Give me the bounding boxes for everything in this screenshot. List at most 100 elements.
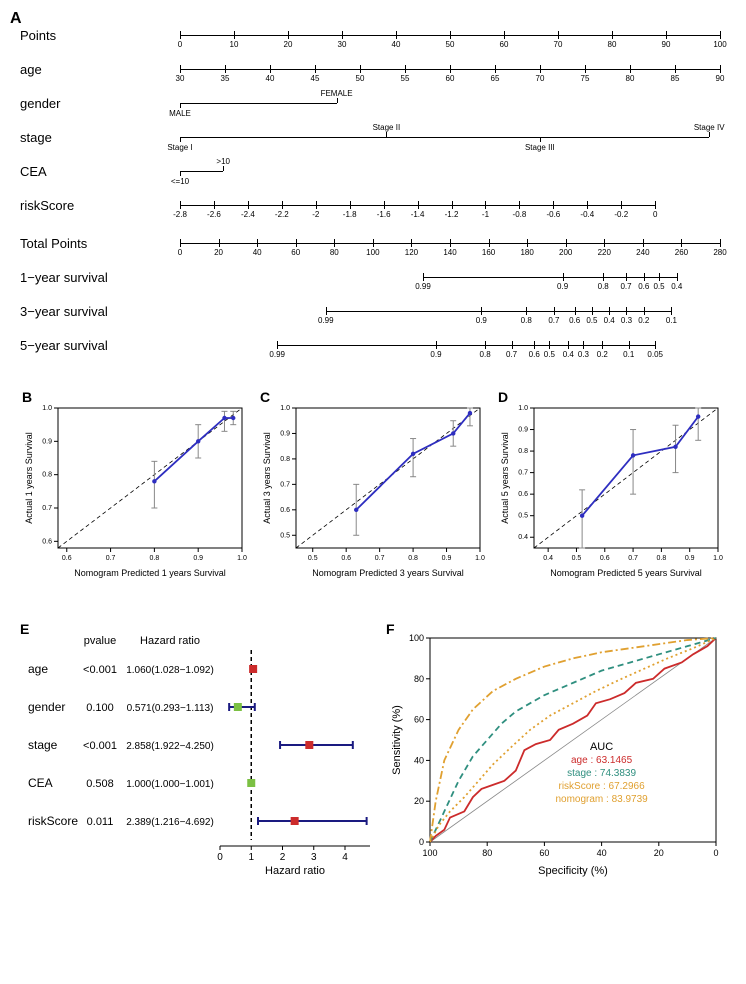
- svg-text:0.6: 0.6: [518, 491, 528, 498]
- svg-text:60: 60: [539, 848, 549, 858]
- svg-text:0.7: 0.7: [106, 555, 116, 562]
- svg-text:0.5: 0.5: [572, 555, 582, 562]
- svg-text:stage : 74.3839: stage : 74.3839: [567, 768, 636, 779]
- nomogram-row-label: Points: [20, 28, 180, 43]
- panel-b-calibration: B0.60.60.70.70.80.80.90.91.01.0Nomogram …: [20, 390, 250, 580]
- svg-text:Actual 3 years Survival: Actual 3 years Survival: [262, 432, 272, 524]
- svg-text:4: 4: [342, 852, 348, 863]
- svg-text:20: 20: [414, 796, 424, 806]
- svg-text:1: 1: [248, 852, 254, 863]
- svg-text:0.4: 0.4: [543, 555, 553, 562]
- svg-text:80: 80: [482, 848, 492, 858]
- nomogram-axis: 0.990.90.80.70.60.50.40.30.20.1: [180, 296, 726, 326]
- svg-text:0.8: 0.8: [518, 448, 528, 455]
- svg-text:1.0: 1.0: [713, 555, 723, 562]
- svg-text:1.0: 1.0: [475, 555, 485, 562]
- panel-e-forest: EpvalueHazard ratioage<0.0011.060(1.028−…: [20, 620, 380, 880]
- svg-text:1.0: 1.0: [237, 555, 247, 562]
- svg-text:0.7: 0.7: [628, 555, 638, 562]
- svg-text:20: 20: [654, 848, 664, 858]
- panel-c-calibration: C0.50.50.60.60.70.70.80.80.90.91.01.0Nom…: [258, 390, 488, 580]
- panel-a-nomogram: A Points0102030405060708090100age3035404…: [10, 10, 736, 370]
- svg-text:gender: gender: [28, 700, 65, 714]
- nomogram-row-label: Total Points: [20, 236, 180, 251]
- svg-text:2.858(1.922−4.250): 2.858(1.922−4.250): [126, 741, 214, 752]
- nomogram-row-label: riskScore: [20, 198, 180, 213]
- svg-text:0.6: 0.6: [62, 555, 72, 562]
- nomogram-axis: <=10>10: [180, 156, 726, 186]
- svg-text:0.7: 0.7: [375, 555, 385, 562]
- panel-d-calibration: D 0.4 0.4 0.5 0.5 0.6 0.6 0.7 0.7 0.8 0.8 0.9 0.9 1.0…: [496, 390, 726, 580]
- svg-text:F: F: [386, 621, 395, 637]
- svg-text:0.7: 0.7: [42, 505, 52, 512]
- svg-text:0.100: 0.100: [86, 702, 114, 714]
- svg-text:Hazard ratio: Hazard ratio: [265, 865, 325, 877]
- svg-text:0: 0: [217, 852, 223, 863]
- svg-text:0.6: 0.6: [600, 555, 610, 562]
- svg-text:0.8: 0.8: [657, 555, 667, 562]
- svg-text:0.4: 0.4: [518, 534, 528, 541]
- nomogram-row: 1−year survival0.990.90.80.70.60.50.4: [20, 262, 726, 292]
- svg-text:0.9: 0.9: [685, 555, 695, 562]
- nomogram-axis: -2.8-2.6-2.4-2.2-2-1.8-1.6-1.4-1.2-1-0.8…: [180, 190, 726, 220]
- svg-text:40: 40: [414, 755, 424, 765]
- svg-text:0.9: 0.9: [42, 438, 52, 445]
- nomogram-row-label: 5−year survival: [20, 338, 180, 353]
- svg-text:stage: stage: [28, 738, 58, 752]
- svg-text:C: C: [260, 390, 270, 405]
- svg-text:0.7: 0.7: [518, 470, 528, 477]
- svg-text:2.389(1.216−4.692): 2.389(1.216−4.692): [126, 817, 214, 828]
- nomogram-row-label: gender: [20, 96, 180, 111]
- svg-text:0.571(0.293−1.113): 0.571(0.293−1.113): [127, 703, 214, 714]
- nomogram-row-label: age: [20, 62, 180, 77]
- svg-text:1.0: 1.0: [42, 405, 52, 412]
- svg-text:Specificity (%): Specificity (%): [538, 865, 608, 877]
- nomogram-axis: Stage IStage IIStage IIIStage IV: [180, 122, 726, 152]
- svg-text:Nomogram Predicted 5 years Sur: Nomogram Predicted 5 years Survival: [550, 568, 702, 578]
- nomogram-row-label: 1−year survival: [20, 270, 180, 285]
- nomogram-row-label: stage: [20, 130, 180, 145]
- svg-text:0.8: 0.8: [150, 555, 160, 562]
- svg-text:2: 2: [280, 852, 286, 863]
- svg-text:0.9: 0.9: [280, 430, 290, 437]
- svg-text:E: E: [20, 621, 29, 637]
- svg-text:0.8: 0.8: [42, 472, 52, 479]
- nomogram-row: genderMALEFEMALE: [20, 88, 726, 118]
- svg-text:40: 40: [597, 848, 607, 858]
- nomogram-axis: 020406080100120140160180200220240260280: [180, 228, 726, 258]
- svg-text:AUC: AUC: [590, 741, 613, 753]
- svg-text:riskScore: riskScore: [28, 814, 78, 828]
- svg-text:<0.001: <0.001: [83, 740, 117, 752]
- nomogram-row: stageStage IStage IIStage IIIStage IV: [20, 122, 726, 152]
- svg-text:0.011: 0.011: [87, 816, 114, 828]
- svg-text:0.9: 0.9: [518, 427, 528, 434]
- nomogram-row: Points0102030405060708090100: [20, 20, 726, 50]
- nomogram-row: CEA<=10>10: [20, 156, 726, 186]
- svg-text:1.060(1.028−1.092): 1.060(1.028−1.092): [126, 665, 214, 676]
- svg-text:CEA: CEA: [28, 776, 53, 790]
- nomogram-row: riskScore-2.8-2.6-2.4-2.2-2-1.8-1.6-1.4-…: [20, 190, 726, 220]
- svg-text:D: D: [498, 390, 508, 405]
- nomogram-axis: 30354045505560657075808590: [180, 54, 726, 84]
- nomogram-row: age30354045505560657075808590: [20, 54, 726, 84]
- svg-text:Sensitivity (%): Sensitivity (%): [391, 705, 403, 775]
- svg-text:60: 60: [414, 715, 424, 725]
- svg-text:age: age: [28, 662, 48, 676]
- nomogram-row-label: CEA: [20, 164, 180, 179]
- nomogram-row: Total Points0204060801001201401601802002…: [20, 228, 726, 258]
- svg-text:0.7: 0.7: [280, 481, 290, 488]
- svg-text:0.5: 0.5: [308, 555, 318, 562]
- svg-text:0.9: 0.9: [442, 555, 452, 562]
- svg-text:0.8: 0.8: [280, 456, 290, 463]
- calibration-row: B0.60.60.70.70.80.80.90.91.01.0Nomogram …: [10, 390, 736, 580]
- svg-text:0.6: 0.6: [280, 507, 290, 514]
- svg-text:0.5: 0.5: [518, 513, 528, 520]
- nomogram-row-label: 3−year survival: [20, 304, 180, 319]
- svg-text:0: 0: [419, 837, 424, 847]
- bottom-row: EpvalueHazard ratioage<0.0011.060(1.028−…: [10, 620, 736, 890]
- svg-text:<0.001: <0.001: [83, 664, 117, 676]
- svg-text:100: 100: [409, 633, 424, 643]
- svg-text:100: 100: [422, 848, 437, 858]
- panel-f-roc: F100806040200020406080100Specificity (%)…: [386, 620, 726, 880]
- svg-text:riskScore : 67.2966: riskScore : 67.2966: [559, 781, 646, 792]
